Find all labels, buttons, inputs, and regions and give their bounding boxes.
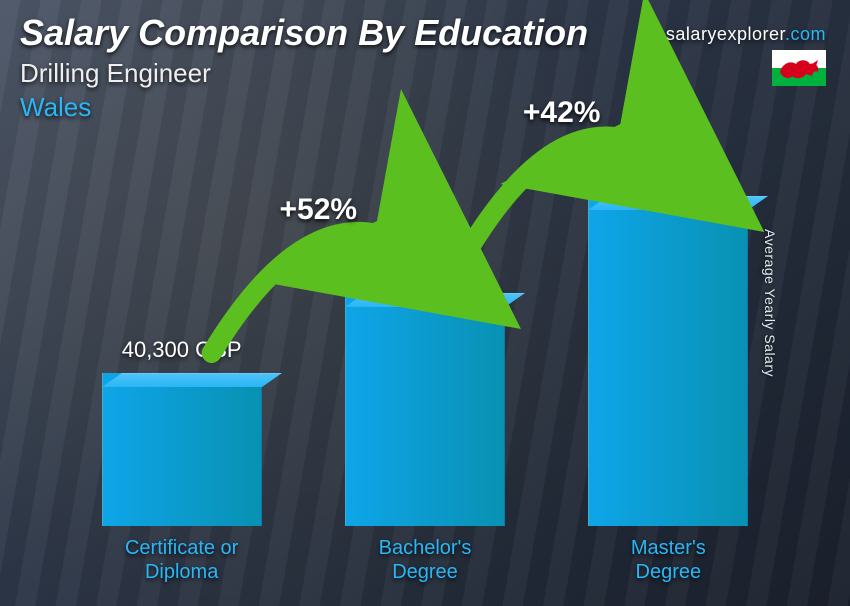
increase-pct: +42% [523,96,601,129]
increase-pct: +52% [280,193,358,226]
increase-arcs: +52% +42% [0,0,850,606]
increase-arc [212,232,425,353]
increase-arc [455,137,668,273]
